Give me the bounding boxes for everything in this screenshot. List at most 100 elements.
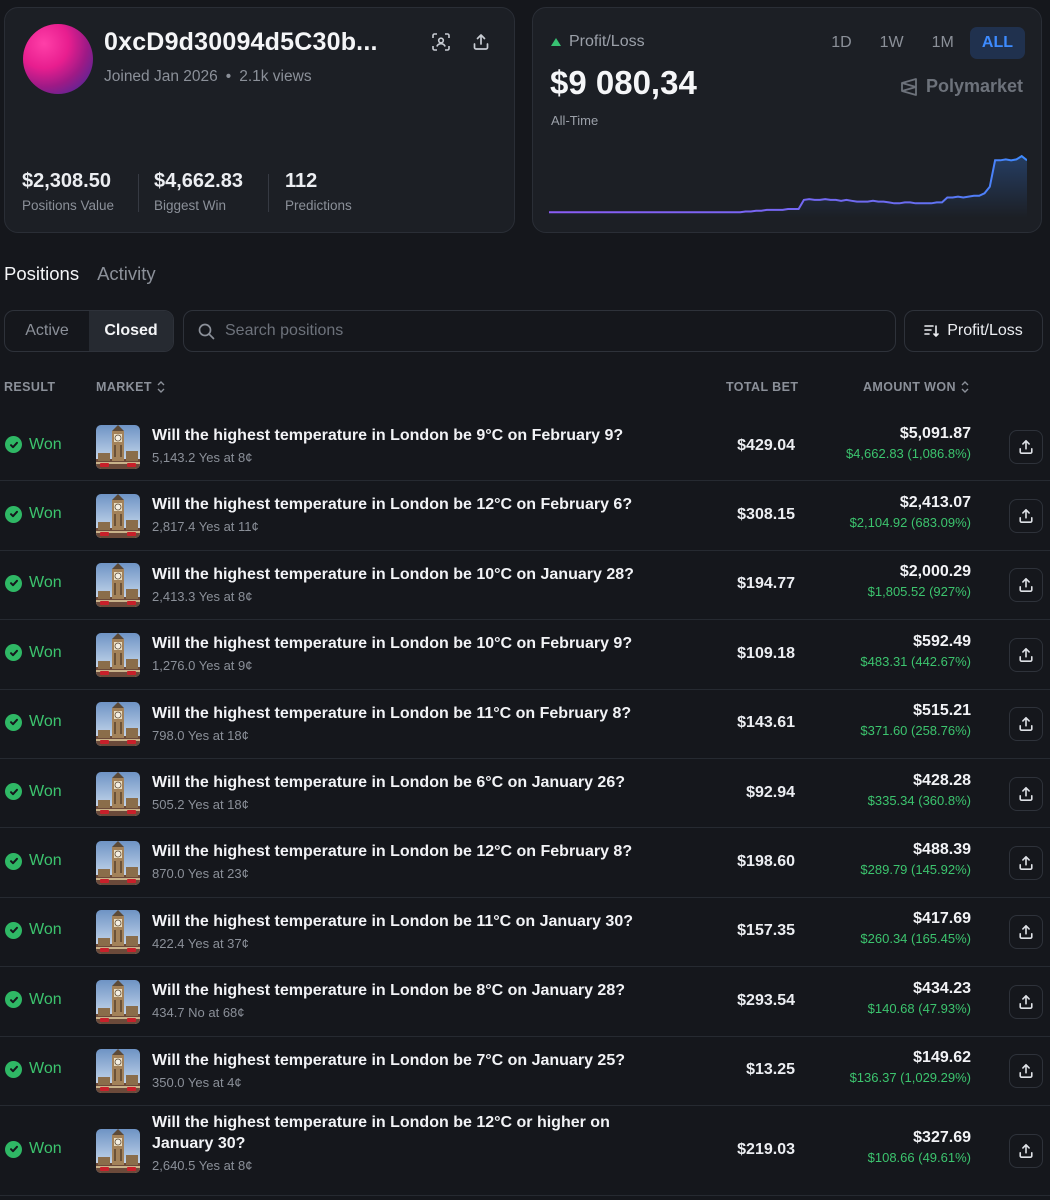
market-title[interactable]: Will the highest temperature in London b…: [152, 496, 633, 514]
range-tab-all[interactable]: ALL: [969, 27, 1025, 59]
market-title[interactable]: Will the highest temperature in London b…: [152, 1114, 610, 1152]
sort-arrows-icon: [157, 381, 165, 393]
row-share-button[interactable]: [1009, 568, 1043, 603]
row-share-button[interactable]: [1009, 1134, 1043, 1168]
row-share-button[interactable]: [1009, 776, 1043, 811]
stat-label: Predictions: [285, 198, 352, 213]
search-input[interactable]: [225, 322, 875, 340]
header-amount-won[interactable]: AMOUNT WON: [863, 380, 969, 394]
check-circle-icon: [5, 505, 22, 523]
share-icon: [1019, 925, 1033, 940]
stat-value: $4,662.83: [154, 170, 243, 192]
profit-percentage: $136.37 (1,029.29%): [849, 1070, 971, 1086]
row-share-button[interactable]: [1009, 984, 1043, 1019]
row-share-button[interactable]: [1009, 429, 1043, 464]
table-row[interactable]: Won Will the highest temperature in Lond…: [0, 759, 1050, 829]
result-text: Won: [29, 990, 62, 1008]
table-row[interactable]: Won Will the highest temperature in Lond…: [0, 1037, 1050, 1106]
amount-won-value: $428.28: [913, 771, 971, 789]
total-bet-value: $198.60: [737, 853, 795, 871]
market-title[interactable]: Will the highest temperature in London b…: [152, 704, 632, 722]
check-circle-icon: [5, 644, 22, 662]
table-row[interactable]: Won Will the highest temperature in Lond…: [0, 828, 1050, 898]
pnl-chart: [549, 154, 1027, 218]
position-detail: 2,413.3 Yes at 8¢: [152, 588, 253, 604]
table-row[interactable]: Won Will the highest temperature in Lond…: [0, 1106, 1050, 1196]
market-title[interactable]: Will the highest temperature in London b…: [152, 565, 634, 583]
result-badge: Won: [5, 1060, 62, 1078]
scan-icon[interactable]: [430, 31, 452, 53]
tab-activity[interactable]: Activity: [97, 263, 156, 284]
table-row[interactable]: Won Will the highest temperature in Lond…: [0, 620, 1050, 690]
table-row[interactable]: Won Will the highest temperature in Lond…: [0, 481, 1050, 551]
stat-predictions: 112 Predictions: [285, 170, 352, 213]
header-result: RESULT: [4, 380, 55, 394]
row-share-button[interactable]: [1009, 499, 1043, 534]
share-icon: [1019, 856, 1033, 871]
toggle-active[interactable]: Active: [25, 322, 69, 339]
profit-percentage: $140.68 (47.93%): [867, 1000, 971, 1016]
header-market[interactable]: MARKET: [96, 380, 165, 394]
stat-label: Positions Value: [22, 198, 115, 213]
total-bet-value: $308.15: [737, 506, 795, 524]
market-title[interactable]: Will the highest temperature in London b…: [152, 427, 624, 444]
tab-positions[interactable]: Positions: [4, 263, 80, 284]
profit-percentage: $108.66 (49.61%): [867, 1150, 971, 1165]
range-tab-1d[interactable]: 1D: [831, 34, 852, 51]
check-circle-icon: [5, 783, 22, 801]
market-title[interactable]: Will the highest temperature in London b…: [152, 912, 633, 930]
position-detail: 2,817.4 Yes at 11¢: [152, 519, 259, 535]
stat-divider: [138, 174, 139, 212]
market-thumbnail: [96, 1049, 140, 1094]
share-icon: [1019, 578, 1033, 593]
sort-button[interactable]: Profit/Loss: [904, 310, 1043, 352]
market-title[interactable]: Will the highest temperature in London b…: [152, 635, 633, 653]
avatar[interactable]: [23, 24, 93, 94]
market-title[interactable]: Will the highest temperature in London b…: [152, 1051, 625, 1069]
table-row[interactable]: Won Will the highest temperature in Lond…: [0, 551, 1050, 621]
position-detail: 5,143.2 Yes at 8¢: [152, 450, 253, 465]
result-text: Won: [29, 782, 62, 800]
search-icon: [198, 323, 215, 339]
range-tab-1m[interactable]: 1M: [931, 34, 954, 51]
share-icon[interactable]: [470, 31, 492, 53]
result-badge: Won: [5, 505, 62, 523]
position-detail: 422.4 Yes at 37¢: [152, 935, 249, 951]
check-circle-icon: [5, 1060, 22, 1078]
profit-percentage: $335.34 (360.8%): [867, 792, 971, 808]
toggle-closed[interactable]: Closed: [89, 311, 173, 351]
table-row[interactable]: Won Will the highest temperature in Lond…: [0, 898, 1050, 968]
row-share-button[interactable]: [1009, 1054, 1043, 1089]
row-share-button[interactable]: [1009, 637, 1043, 672]
position-detail: 798.0 Yes at 18¢: [152, 727, 249, 743]
amount-won-value: $488.39: [913, 841, 971, 859]
market-title[interactable]: Will the highest temperature in London b…: [152, 982, 625, 1000]
market-thumbnail: [96, 702, 140, 747]
row-share-button[interactable]: [1009, 915, 1043, 950]
result-badge: Won: [5, 644, 62, 662]
result-text: Won: [29, 852, 62, 870]
market-title[interactable]: Will the highest temperature in London b…: [152, 843, 633, 861]
range-tab-1w[interactable]: 1W: [879, 34, 904, 51]
table-row[interactable]: Won Will the highest temperature in Lond…: [0, 412, 1050, 482]
amount-won-value: $327.69: [913, 1129, 971, 1146]
row-share-button[interactable]: [1009, 707, 1043, 742]
market-thumbnail: [96, 841, 140, 886]
stat-biggest-win: $4,662.83 Biggest Win: [154, 170, 243, 213]
polymarket-logo-icon: [901, 77, 917, 96]
market-title[interactable]: Will the highest temperature in London b…: [152, 774, 625, 791]
row-share-button[interactable]: [1009, 846, 1043, 881]
profile-name[interactable]: 0xcD9d30094d5C30b...: [104, 28, 378, 56]
table-row[interactable]: Won Will the highest temperature in Lond…: [0, 690, 1050, 759]
stat-value: $2,308.50: [22, 170, 111, 192]
profit-percentage: $260.34 (165.45%): [860, 931, 971, 947]
amount-won-value: $2,413.07: [899, 494, 971, 512]
check-circle-icon: [5, 921, 22, 939]
stat-divider: [268, 174, 269, 212]
stat-label: Biggest Win: [154, 198, 227, 213]
header-market-label: MARKET: [96, 380, 152, 394]
result-text: Won: [29, 921, 62, 939]
amount-won-value: $592.49: [913, 632, 971, 650]
table-row[interactable]: Won Will the highest temperature in Lond…: [0, 967, 1050, 1037]
check-circle-icon: [5, 991, 22, 1009]
